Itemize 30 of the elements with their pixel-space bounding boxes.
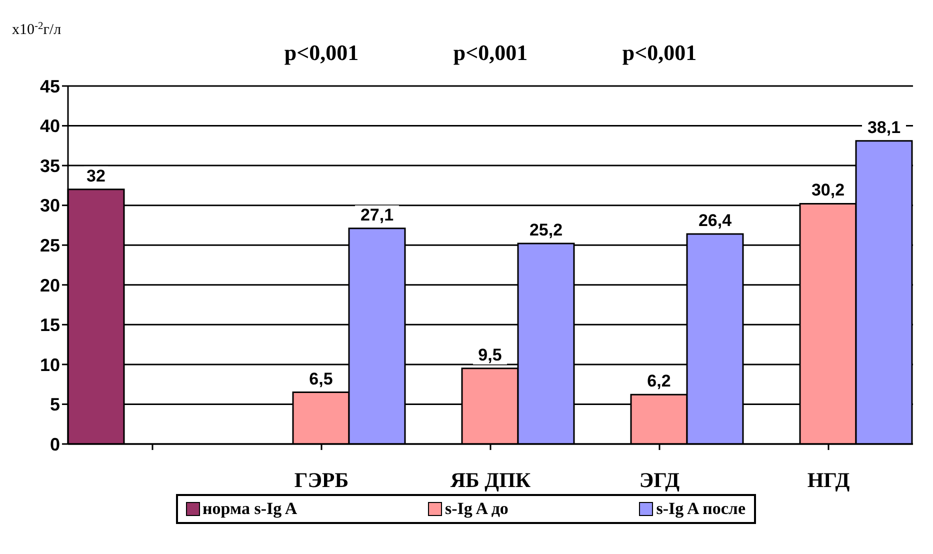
- y-tick-label: 35: [40, 156, 60, 176]
- x-tick-label: ЯБ ДПК: [450, 468, 532, 492]
- y-tick-label: 30: [40, 196, 60, 216]
- legend-label: s-Ig A до: [445, 499, 508, 519]
- legend-label: s-Ig A после: [656, 499, 746, 519]
- y-tick-label: 45: [40, 76, 60, 96]
- text: p<0,001: [284, 40, 359, 66]
- y-tick-label: 40: [40, 116, 60, 136]
- data-label: 25,2: [529, 220, 563, 240]
- text: p<0,001: [453, 40, 528, 66]
- data-label: 32: [86, 166, 106, 186]
- data-label: 26,4: [698, 210, 732, 230]
- data-label: 27,1: [360, 205, 394, 224]
- y-tick-label: 10: [40, 354, 60, 375]
- y-tick-label: 0: [50, 434, 60, 454]
- y-tick-label: 25: [40, 236, 60, 256]
- x-tick-label: ЭГД: [639, 468, 680, 492]
- data-label: 6,5: [309, 369, 333, 388]
- data-label: 6,2: [647, 372, 671, 391]
- text: p<0,001: [622, 40, 697, 66]
- y-axis-title: x10$^{-2}$г/л: [12, 20, 62, 38]
- data-label: 30,2: [811, 180, 845, 200]
- y-tick-label: 15: [40, 315, 60, 336]
- x-tick-label: НГД: [807, 468, 850, 492]
- legend-label: норма s-Ig A: [202, 499, 298, 519]
- data-label: 38,1: [867, 118, 901, 137]
- y-tick-label: 20: [40, 275, 60, 296]
- y-tick-label: 5: [50, 394, 60, 415]
- x-tick-label: ГЭРБ: [294, 468, 349, 492]
- data-label: 9,5: [478, 345, 502, 364]
